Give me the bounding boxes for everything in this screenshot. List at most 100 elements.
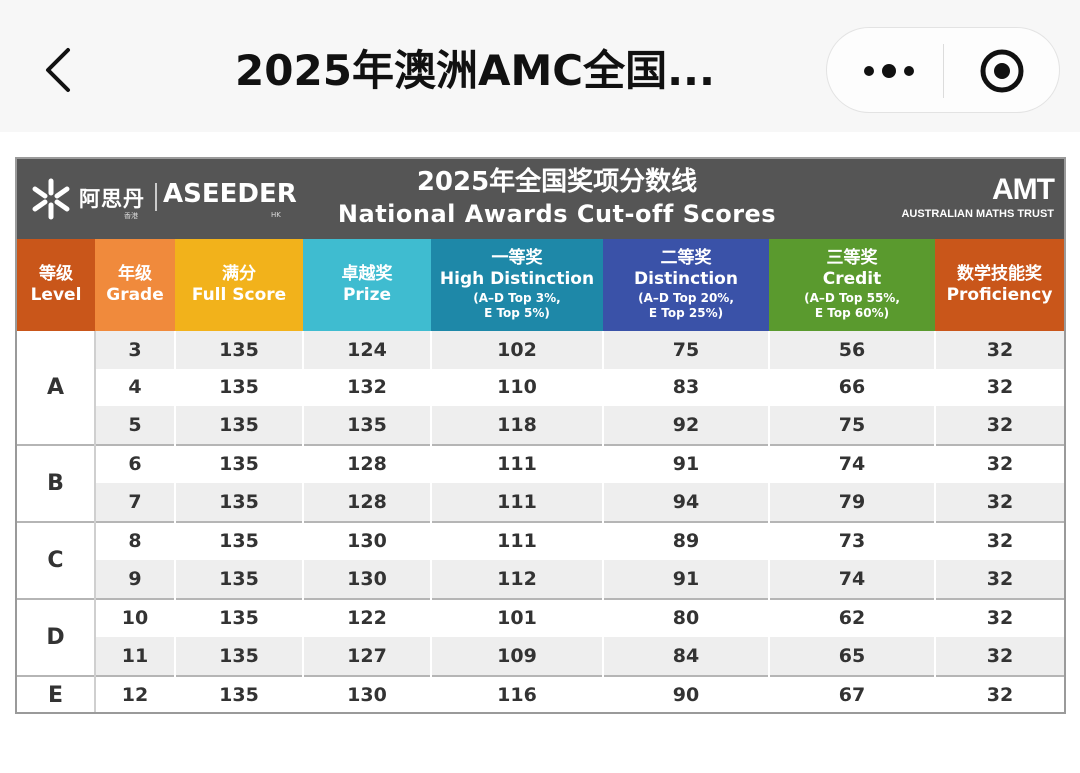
table-row: C 8 135 130 111 89 73 32: [17, 520, 1064, 599]
distinction-cell: 80: [602, 597, 769, 637]
grade-cell: 3: [94, 331, 175, 369]
header-prize: 卓越奖 Prize: [303, 239, 431, 331]
table-row: A 3 135 124 102 75 56 32: [17, 331, 1064, 445]
credit-cell: 67: [768, 674, 935, 712]
prize-cell: 127: [302, 637, 431, 676]
level-cell: A: [17, 331, 96, 445]
credit-cell: 56: [768, 331, 935, 369]
credit-cell: 65: [768, 637, 935, 676]
more-dots-icon: [864, 64, 914, 78]
more-button[interactable]: [849, 46, 929, 96]
distinction-cell: 75: [602, 331, 769, 369]
header-grade: 年级 Grade: [95, 239, 175, 331]
grade-cell: 4: [94, 368, 175, 406]
high-distinction-cell: 109: [430, 637, 603, 676]
full-score-cell: 135: [174, 674, 303, 712]
table-row: 9 135 130 112 91 74 32: [17, 560, 1064, 599]
nav-bar: 2025年澳洲AMC全国...: [0, 0, 1080, 132]
proficiency-cell: 32: [934, 637, 1064, 676]
grade-cell: 8: [94, 520, 175, 560]
grade-cell: 7: [94, 483, 175, 522]
distinction-cell: 91: [602, 560, 769, 599]
distinction-cell: 92: [602, 406, 769, 445]
high-distinction-cell: 111: [430, 520, 603, 560]
table-row: E 12 135 130 116 90 67 32: [17, 674, 1064, 712]
prize-cell: 130: [302, 560, 431, 599]
full-score-cell: 135: [174, 597, 303, 637]
prize-cell: 128: [302, 443, 431, 483]
table-row: D 10 135 122 101 80 62 32: [17, 597, 1064, 676]
credit-cell: 74: [768, 560, 935, 599]
brand-separator: [155, 183, 157, 211]
table-row: B 6 135 128 111 91 74 32: [17, 443, 1064, 522]
high-distinction-cell: 116: [430, 674, 603, 712]
grade-cell: 6: [94, 443, 175, 483]
prize-cell: 130: [302, 674, 431, 712]
full-score-cell: 135: [174, 368, 303, 406]
distinction-cell: 94: [602, 483, 769, 522]
table-row: 11 135 127 109 84 65 32: [17, 637, 1064, 676]
distinction-cell: 83: [602, 368, 769, 406]
header-distinction: 二等奖 Distinction (A–D Top 20%, E Top 25%): [603, 239, 769, 331]
aseeder-star-icon: [32, 178, 70, 220]
proficiency-cell: 32: [934, 560, 1064, 599]
credit-cell: 73: [768, 520, 935, 560]
full-score-cell: 135: [174, 331, 303, 369]
credit-cell: 62: [768, 597, 935, 637]
mini-program-capsule: [826, 27, 1060, 113]
amt-name: AUSTRALIAN MATHS TRUST: [901, 208, 1054, 220]
high-distinction-cell: 112: [430, 560, 603, 599]
table-row: 7 135 128 111 94 79 32: [17, 483, 1064, 522]
header-row: 等级 Level 年级 Grade 满分 Full Score 卓越奖 Prize 一等…: [17, 239, 1064, 331]
distinction-cell: 84: [602, 637, 769, 676]
target-close-icon: [980, 49, 1024, 93]
full-score-cell: 135: [174, 406, 303, 445]
proficiency-cell: 32: [934, 674, 1064, 712]
banner-title: 2025年全国奖项分数线 National Awards Cut-off Sco…: [297, 165, 817, 229]
header-full-score: 满分 Full Score: [175, 239, 303, 331]
scores-table: 等级 Level 年级 Grade 满分 Full Score 卓越奖 Prize 一等…: [17, 239, 1064, 712]
title-cn: 2025年全国奖项分数线: [416, 167, 698, 197]
prize-cell: 122: [302, 597, 431, 637]
prize-cell: 130: [302, 520, 431, 560]
aseeder-logo: 阿思丹 ASEEDER 香港 HK: [29, 177, 297, 221]
credit-cell: 66: [768, 368, 935, 406]
grade-cell: 9: [94, 560, 175, 599]
full-score-cell: 135: [174, 443, 303, 483]
level-cell: C: [17, 520, 96, 599]
distinction-cell: 90: [602, 674, 769, 712]
cutoff-scores-image: 阿思丹 ASEEDER 香港 HK 2025年全国奖项分数线 National …: [15, 157, 1066, 714]
amt-logo: AMT AUSTRALIAN MATHS TRUST: [874, 173, 1055, 221]
page-title: 2025年澳洲AMC全国...: [235, 46, 715, 95]
amt-mark: AMT: [992, 173, 1055, 206]
credit-cell: 74: [768, 443, 935, 483]
proficiency-cell: 32: [934, 443, 1064, 483]
credit-cell: 79: [768, 483, 935, 522]
close-button[interactable]: [967, 44, 1037, 98]
brand-en: ASEEDER: [163, 179, 297, 209]
full-score-cell: 135: [174, 560, 303, 599]
back-button[interactable]: [36, 44, 84, 96]
full-score-cell: 135: [174, 637, 303, 676]
grade-cell: 5: [94, 406, 175, 445]
prize-cell: 128: [302, 483, 431, 522]
prize-cell: 124: [302, 331, 431, 369]
high-distinction-cell: 101: [430, 597, 603, 637]
chevron-left-icon: [46, 48, 70, 92]
grade-cell: 11: [94, 637, 175, 676]
high-distinction-cell: 111: [430, 483, 603, 522]
level-cell: B: [17, 443, 96, 522]
brand-hk: 香港: [124, 212, 138, 220]
header-proficiency: 数学技能奖 Proficiency: [935, 239, 1064, 331]
table-banner: 阿思丹 ASEEDER 香港 HK 2025年全国奖项分数线 National …: [17, 159, 1064, 239]
high-distinction-cell: 102: [430, 331, 603, 369]
proficiency-cell: 32: [934, 520, 1064, 560]
high-distinction-cell: 118: [430, 406, 603, 445]
high-distinction-cell: 111: [430, 443, 603, 483]
grade-cell: 10: [94, 597, 175, 637]
prize-cell: 135: [302, 406, 431, 445]
proficiency-cell: 32: [934, 483, 1064, 522]
full-score-cell: 135: [174, 520, 303, 560]
header-level: 等级 Level: [17, 239, 95, 331]
brand-hk-en: HK: [271, 211, 281, 219]
